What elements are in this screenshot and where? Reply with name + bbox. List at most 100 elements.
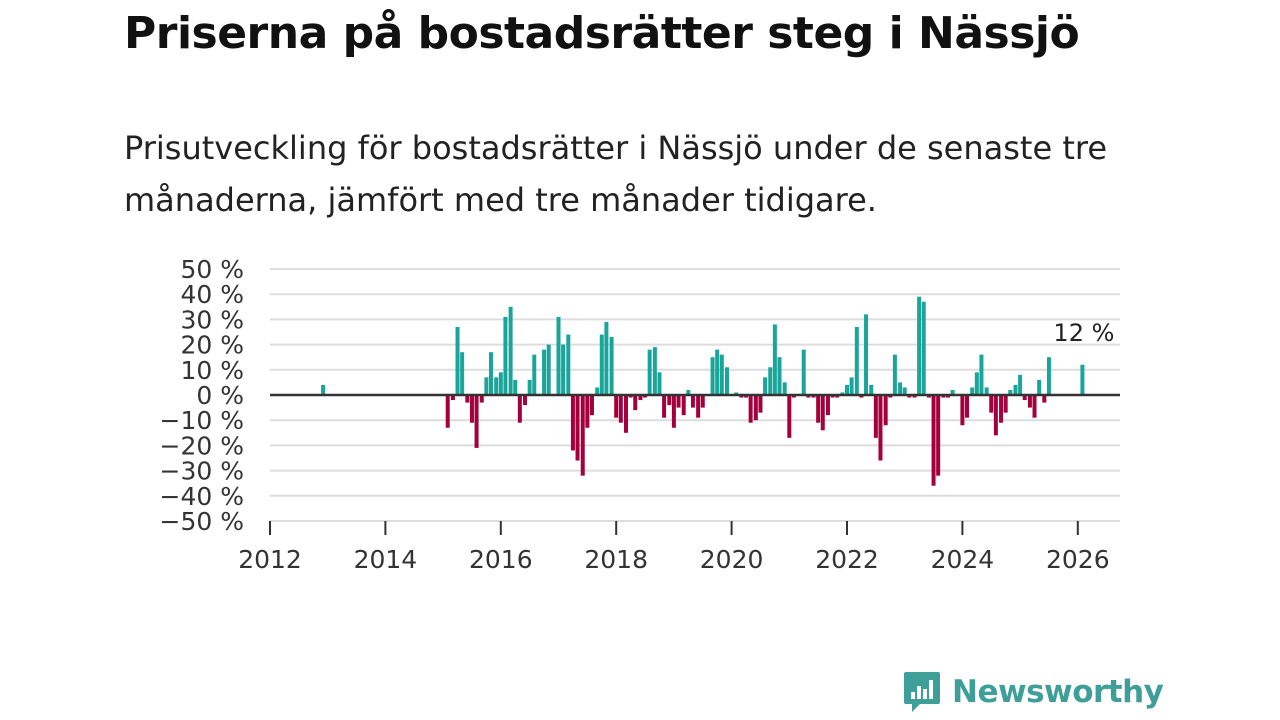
y-tick-label: 20 % <box>180 331 244 360</box>
bar <box>931 395 936 486</box>
bar <box>763 377 768 395</box>
bar <box>1032 395 1037 418</box>
bar <box>873 395 878 438</box>
y-tick-label: −50 % <box>160 507 244 536</box>
bar <box>455 326 460 395</box>
bar <box>614 395 619 418</box>
y-tick-label: 40 % <box>180 280 244 309</box>
bar <box>1022 395 1027 401</box>
x-tick-label: 2016 <box>469 545 533 574</box>
bar <box>748 395 753 423</box>
brand-logo: Newsworthy <box>902 670 1164 714</box>
bars <box>321 296 1085 486</box>
bar <box>1008 389 1013 395</box>
x-tick-label: 2020 <box>700 545 764 574</box>
bar <box>1013 384 1018 395</box>
bar <box>845 384 849 395</box>
bar <box>921 301 926 395</box>
bar <box>849 377 854 395</box>
bar <box>883 395 888 426</box>
bar <box>993 395 998 436</box>
chart-title: Priserna på bostadsrätter steg i Nässjö <box>124 8 1080 59</box>
bar <box>960 395 965 426</box>
bar <box>599 334 604 395</box>
bar <box>1037 379 1042 395</box>
y-tick-label: 30 % <box>180 305 244 334</box>
bar <box>820 395 825 431</box>
bar <box>618 395 623 423</box>
bar <box>662 395 667 418</box>
bar <box>724 367 729 395</box>
bar <box>1018 374 1023 395</box>
bar <box>791 395 796 398</box>
bar <box>657 372 662 395</box>
bar <box>840 392 845 395</box>
bar <box>498 372 503 395</box>
bar <box>1027 395 1032 408</box>
y-tick-label: 10 % <box>180 356 244 385</box>
bar <box>585 395 590 428</box>
bar <box>643 395 648 398</box>
x-tick-label: 2014 <box>354 545 418 574</box>
bar <box>979 354 984 395</box>
bar <box>690 395 695 408</box>
bar <box>527 379 532 395</box>
bar <box>633 395 638 411</box>
bar <box>484 377 489 395</box>
bar <box>907 395 912 398</box>
bar <box>700 395 705 408</box>
bar <box>806 395 811 398</box>
bar <box>546 344 551 395</box>
bar <box>864 314 869 395</box>
bar <box>739 395 744 398</box>
bar <box>965 395 970 418</box>
bar <box>811 395 816 398</box>
bar <box>984 387 989 395</box>
bar <box>556 316 561 395</box>
y-tick-label: −30 % <box>160 457 244 486</box>
bar <box>671 395 676 428</box>
tick-labels: 50 %40 %30 %20 %10 %0 %−10 %−20 %−30 %−4… <box>160 255 1115 574</box>
bar <box>469 395 474 423</box>
bar <box>912 395 917 398</box>
bar <box>638 395 643 401</box>
x-tick-label: 2012 <box>238 545 302 574</box>
x-tick-label: 2022 <box>815 545 879 574</box>
bar <box>474 395 479 448</box>
bar <box>523 395 528 406</box>
bar <box>768 367 773 395</box>
bar <box>917 296 922 395</box>
bar <box>595 387 600 395</box>
bar <box>945 395 950 398</box>
bar <box>561 344 566 395</box>
bar <box>647 349 652 395</box>
bar <box>816 395 821 423</box>
bar <box>652 347 657 395</box>
bar <box>450 395 455 401</box>
bar <box>1080 364 1085 395</box>
y-tick-label: −40 % <box>160 482 244 511</box>
bar <box>604 321 609 395</box>
bar <box>859 395 864 398</box>
y-tick-label: 0 % <box>196 381 244 410</box>
bar <box>624 395 629 433</box>
bar <box>321 384 326 395</box>
bar <box>479 395 484 403</box>
bar <box>974 372 979 395</box>
bar <box>989 395 994 413</box>
bar <box>542 349 547 395</box>
bar <box>1042 395 1047 403</box>
bar <box>782 382 787 395</box>
bar <box>835 395 840 398</box>
bar <box>465 395 470 403</box>
bar <box>941 395 946 398</box>
bar <box>517 395 522 423</box>
bar <box>758 395 763 413</box>
last-value-annotation: 12 % <box>1053 319 1114 347</box>
bar <box>589 395 594 416</box>
bar <box>753 395 758 421</box>
bar <box>1003 395 1008 413</box>
bar <box>503 316 508 395</box>
bar <box>878 395 883 461</box>
